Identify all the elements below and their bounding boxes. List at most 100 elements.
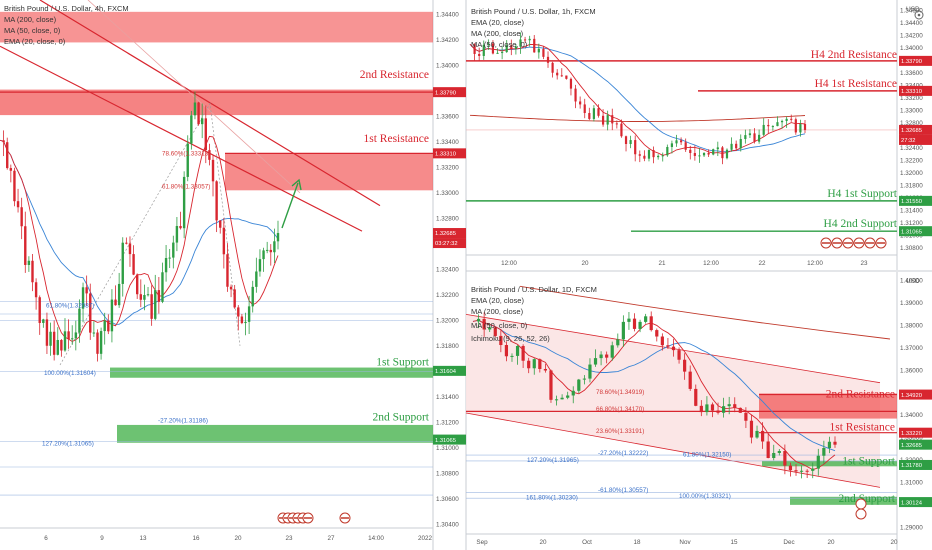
h4-price-tick: 1.30600 <box>436 496 459 503</box>
h1-price-tick: 1.34000 <box>900 45 923 52</box>
h4-badge-bg <box>433 148 466 159</box>
h1-badge-bg <box>899 85 932 96</box>
flag-icon[interactable] <box>855 508 867 520</box>
candle-body <box>528 38 531 41</box>
candle-body <box>582 378 586 380</box>
candle-body <box>601 115 605 125</box>
h1-badge: 1.31550 <box>901 199 922 205</box>
h4-time-tick: 27 <box>327 535 335 542</box>
candle-body <box>638 154 641 156</box>
h4-trendline <box>0 45 363 232</box>
flag-icon[interactable] <box>855 498 867 510</box>
h4-price-tick: 1.30800 <box>436 470 459 477</box>
candle-body <box>766 441 770 458</box>
h4-title: British Pound / U.S. Dollar, 4h, FXCM <box>4 4 129 13</box>
h4-price-tick: 1.33200 <box>436 164 459 171</box>
h1-price-tick: 1.33000 <box>900 107 923 114</box>
candle-body <box>34 282 38 298</box>
h4-label-2nd-resistance: 2nd Resistance <box>360 69 429 81</box>
h1-price-tick: 1.30800 <box>900 245 923 252</box>
candle-body <box>761 430 765 442</box>
h1-label-h4-2nd-resistance: H4 2nd Resistance <box>811 49 897 61</box>
candle-body <box>611 115 614 124</box>
candle-body <box>510 45 513 49</box>
h4-price-tick: 1.34200 <box>436 37 459 44</box>
d1-label-2nd-resistance: 2nd Resistance <box>826 389 895 401</box>
d1-currency: USD <box>906 278 920 285</box>
candle-body <box>777 451 781 453</box>
h4-panel <box>0 0 433 550</box>
d1-fib-label: 100.00%(1.30321) <box>679 493 731 500</box>
candle-body <box>794 470 798 472</box>
d1-time-tick: Dec <box>783 539 794 546</box>
h4-badge: 1.31604 <box>435 369 457 375</box>
candle-body <box>258 259 262 272</box>
h4-fib-label: 61.80%(1.33057) <box>162 184 210 191</box>
candle-body <box>588 364 592 379</box>
candle-body <box>661 155 664 157</box>
candle-body <box>114 299 117 306</box>
candle-body <box>139 294 143 300</box>
candle-body <box>583 104 586 114</box>
candle-body <box>215 181 218 221</box>
candle-body <box>482 318 486 330</box>
h1-badge: 1.33790 <box>901 59 922 65</box>
candle-body <box>605 354 609 358</box>
h1-label-h4-2nd-support: H4 2nd Support <box>824 218 898 230</box>
candle-body <box>265 249 269 251</box>
h4-price-tick: 1.33000 <box>436 190 459 197</box>
candle-body <box>510 355 514 357</box>
h1-badge-bg <box>899 134 932 145</box>
candle-body <box>491 43 495 54</box>
d1-ema-line <box>472 319 836 471</box>
candle-body <box>20 207 23 227</box>
candle-body <box>128 243 132 255</box>
h4-price-tick: 1.33400 <box>436 139 459 146</box>
candle-body <box>571 390 575 396</box>
h4-time-tick: 16 <box>192 535 200 542</box>
candle-body <box>146 294 150 296</box>
d1-label-1st-resistance: 1st Resistance <box>830 422 895 434</box>
d1-fib-label: 66.80%(1.34170) <box>596 406 644 413</box>
d1-time-tick: Sep <box>476 539 488 546</box>
candle-body <box>755 430 759 438</box>
candle-body <box>67 331 70 340</box>
d1-price-tick: 1.33000 <box>900 435 923 442</box>
candle-body <box>496 52 499 54</box>
candle-body <box>822 447 826 456</box>
h4-arrow-head <box>291 178 302 191</box>
d1-badge: 1.31780 <box>901 463 922 469</box>
candle-body <box>727 404 731 407</box>
candle-body <box>537 48 540 53</box>
candle-body <box>616 339 620 346</box>
candle-body <box>683 359 687 372</box>
h1-badge-bg <box>899 195 932 206</box>
candle-body <box>125 242 128 244</box>
candle-body <box>620 123 623 137</box>
candle-body <box>200 118 204 125</box>
candle-body <box>505 45 508 53</box>
h4-zone-top <box>0 11 433 43</box>
candle-body <box>560 75 563 77</box>
h4-ema-line <box>0 135 279 343</box>
candle-body <box>666 146 669 156</box>
h4-badge-bg <box>433 238 466 249</box>
d1-time-tick: 20 <box>539 539 547 546</box>
candle-body <box>749 420 754 438</box>
candle-body <box>744 412 748 421</box>
candle-body <box>790 118 793 120</box>
candle-body <box>482 44 485 56</box>
h4-badge: 1.31065 <box>435 438 456 444</box>
candle-body <box>262 250 265 260</box>
candle-body <box>269 249 272 253</box>
candle-body <box>237 307 240 317</box>
d1-chart: 1.400001.390001.380001.370001.360001.350… <box>465 278 932 546</box>
candle-body <box>666 345 670 347</box>
candle-body <box>644 316 648 322</box>
candle-body <box>554 399 559 401</box>
d1-channel-line <box>465 412 881 488</box>
d1-fib-label: 127.20%(1.31965) <box>527 457 579 464</box>
d1-legend-line: Ichimoku (9, 26, 52, 26) <box>471 334 550 343</box>
settings-icon[interactable] <box>914 10 924 20</box>
